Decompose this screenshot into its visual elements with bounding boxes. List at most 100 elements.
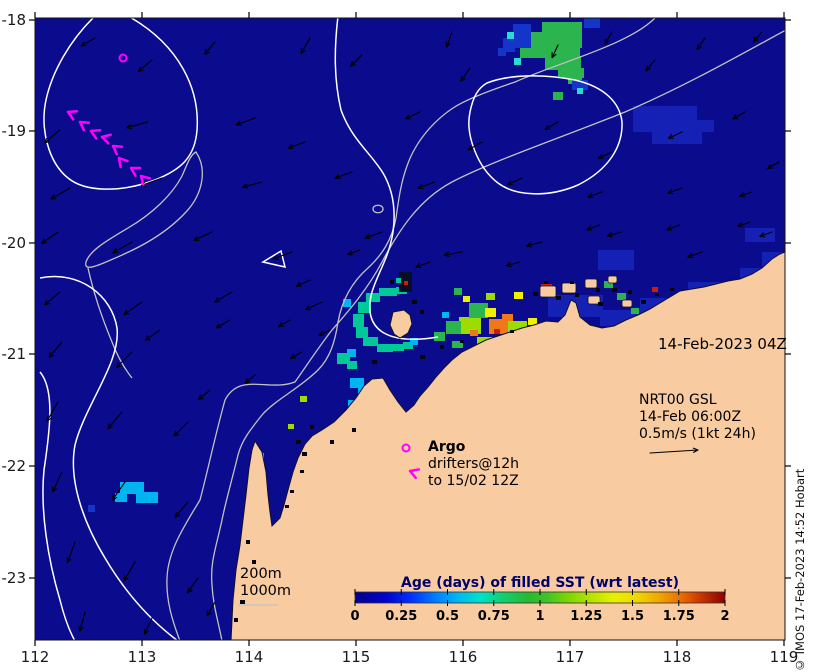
sst-age-patch — [502, 314, 513, 321]
sst-age-patch — [88, 505, 95, 512]
islet-speck — [302, 452, 307, 456]
islet-speck — [544, 281, 548, 284]
island — [607, 275, 618, 284]
bathymetry-contour — [166, 29, 785, 640]
sst-age-patch — [403, 342, 413, 349]
current-arrow — [404, 111, 421, 120]
current-arrow — [41, 231, 59, 245]
velocity-legend-line1: NRT00 GSL — [639, 392, 717, 408]
islet-speck — [390, 280, 394, 284]
islet-speck — [330, 440, 334, 444]
current-arrow — [645, 59, 656, 72]
map-layers — [35, 18, 785, 640]
islet-speck — [252, 560, 256, 564]
current-arrow — [667, 187, 683, 195]
land — [230, 251, 785, 640]
sst-age-patch — [463, 296, 470, 302]
islet-speck — [420, 355, 425, 359]
bathymetry-contour — [85, 151, 203, 268]
islet-speck — [285, 505, 289, 508]
current-arrow — [80, 37, 96, 47]
sst-age-patch — [452, 341, 463, 348]
depth-200-label: 200m — [240, 566, 282, 582]
y-axis-label: -18 — [2, 11, 27, 29]
current-arrow — [759, 231, 773, 238]
sst-age-patch — [652, 287, 658, 292]
sea-level-contour — [261, 249, 287, 269]
sst-age-patch — [459, 317, 481, 334]
x-axis-label: 119 — [770, 648, 799, 666]
current-arrow — [126, 121, 149, 130]
current-arrow — [443, 251, 463, 257]
current-arrow — [295, 279, 311, 287]
depth-contour-legend: 200m 1000m — [240, 566, 291, 600]
current-arrow — [737, 221, 751, 228]
current-arrow — [525, 241, 543, 248]
current-arrow — [732, 111, 746, 120]
colorbar-tick-label: 0.25 — [385, 609, 417, 624]
islet-speck — [296, 440, 301, 444]
sst-age-patch — [486, 293, 495, 300]
current-arrow — [174, 501, 189, 518]
drifters-legend-line2: to 15/02 12Z — [428, 473, 519, 489]
current-arrow — [144, 329, 161, 341]
islet-speck — [420, 310, 424, 314]
current-arrow — [52, 471, 63, 493]
x-axis-label: 114 — [235, 648, 264, 666]
sst-age-patch — [553, 92, 563, 100]
islet-speck — [300, 470, 304, 473]
current-arrow — [48, 341, 63, 358]
velocity-legend: NRT00 GSL 14-Feb 06:00Z 0.5m/s (1kt 24h) — [639, 392, 756, 443]
sst-age-patch — [343, 299, 351, 307]
sst-age-patch — [446, 321, 461, 334]
velocity-legend-line3: 0.5m/s (1kt 24h) — [639, 426, 756, 442]
colorbar-tick-label: 1 — [535, 609, 544, 624]
sst-age-patch — [391, 344, 404, 351]
x-axis-label: 113 — [128, 648, 157, 666]
x-axis-label: 115 — [342, 648, 371, 666]
sst-age-patch — [434, 332, 445, 341]
island — [561, 282, 577, 294]
sst-age-patch — [494, 329, 500, 334]
islet-speck — [234, 618, 238, 622]
drifter-arrow — [66, 109, 79, 121]
island — [584, 278, 598, 289]
current-arrow — [143, 617, 153, 635]
current-arrow — [242, 181, 263, 189]
sst-age-patch — [745, 228, 775, 242]
current-arrow — [206, 601, 216, 617]
current-arrow — [350, 54, 363, 67]
islet-speck — [372, 360, 377, 364]
sea-level-contour — [43, 18, 199, 190]
current-arrow — [197, 389, 211, 401]
current-arrow — [305, 301, 323, 311]
islet-speck — [598, 302, 603, 306]
x-axis-label: 112 — [21, 648, 50, 666]
islet-speck — [641, 300, 646, 304]
current-arrow — [505, 261, 521, 268]
current-arrow — [44, 129, 61, 144]
x-axis-label: 117 — [556, 648, 585, 666]
sst-age-patch — [577, 88, 583, 94]
sst-age-patch — [350, 378, 364, 388]
current-arrow — [112, 241, 133, 254]
depth-1000-label: 1000m — [240, 583, 292, 599]
sst-age-patch — [337, 353, 350, 364]
sst-age-patch — [572, 80, 588, 90]
current-arrow — [364, 231, 383, 240]
bathymetry-contour — [210, 18, 656, 640]
sst-age-patch — [358, 302, 371, 313]
sea-level-contour — [39, 275, 178, 640]
current-arrow — [604, 31, 613, 45]
current-arrow — [467, 141, 483, 151]
current-arrow — [667, 131, 683, 139]
current-arrow — [215, 319, 231, 329]
current-arrow — [50, 187, 71, 200]
sst-age-patch — [136, 492, 158, 503]
sst-age-patch — [598, 250, 634, 270]
colorbar-tick-label: 1.75 — [663, 609, 695, 624]
sst-age-patch — [470, 330, 478, 336]
current-arrow — [115, 351, 133, 369]
x-axis-label: 118 — [663, 648, 692, 666]
